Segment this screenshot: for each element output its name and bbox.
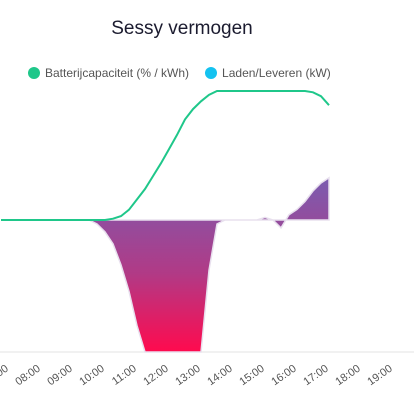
x-tick-label: 14:00 <box>205 363 234 389</box>
x-tick-label: 08:00 <box>13 363 42 389</box>
x-tick-label: 13:00 <box>173 363 202 389</box>
x-tick-label: 07:00 <box>0 363 11 389</box>
x-tick-label: 11:00 <box>110 363 139 388</box>
chart-legend: Batterijcapaciteit (% / kWh) Laden/Lever… <box>28 64 331 82</box>
legend-dot-battery <box>28 67 40 79</box>
x-tick-label: 12:00 <box>141 363 170 389</box>
x-tick-label: 16:00 <box>269 363 298 389</box>
legend-label-battery: Batterijcapaciteit (% / kWh) <box>45 66 190 80</box>
chart-title: Sessy vermogen <box>111 18 253 39</box>
legend-item-battery[interactable]: Batterijcapaciteit (% / kWh) <box>28 66 189 80</box>
legend-dot-power <box>205 67 218 79</box>
x-tick-label: 19:00 <box>365 363 394 389</box>
legend-label-power: Laden/Leveren (kW) <box>222 66 331 80</box>
x-tick-label: 15:00 <box>237 363 266 389</box>
battery-series-line <box>1 90 330 221</box>
battery-line-group <box>1 90 330 221</box>
x-tick-labels: 07:00 08:00 09:00 10:00 11:00 12:00 13:00 14:00… <box>0 363 395 389</box>
legend-item-power[interactable]: Laden/Leveren (kW) <box>205 66 331 80</box>
power-series-area <box>1 176 330 353</box>
x-tick-label: 09:00 <box>45 363 74 389</box>
x-tick-label: 18:00 <box>333 363 362 389</box>
power-area-group <box>1 176 330 353</box>
x-tick-label: 10:00 <box>77 363 106 389</box>
x-tick-label: 17:00 <box>301 363 330 389</box>
